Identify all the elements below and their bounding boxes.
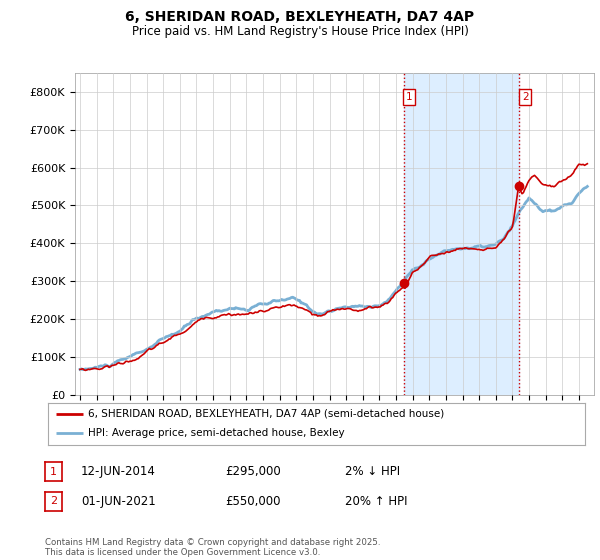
Text: 2: 2 [522, 92, 529, 102]
Text: 6, SHERIDAN ROAD, BEXLEYHEATH, DA7 4AP: 6, SHERIDAN ROAD, BEXLEYHEATH, DA7 4AP [125, 10, 475, 24]
Text: 01-JUN-2021: 01-JUN-2021 [81, 494, 156, 508]
Text: 20% ↑ HPI: 20% ↑ HPI [345, 494, 407, 508]
Text: HPI: Average price, semi-detached house, Bexley: HPI: Average price, semi-detached house,… [88, 428, 345, 438]
Text: £550,000: £550,000 [225, 494, 281, 508]
Text: Contains HM Land Registry data © Crown copyright and database right 2025.
This d: Contains HM Land Registry data © Crown c… [45, 538, 380, 557]
Text: 12-JUN-2014: 12-JUN-2014 [81, 465, 156, 478]
Text: 2% ↓ HPI: 2% ↓ HPI [345, 465, 400, 478]
Bar [404, 73, 520, 395]
Text: 6, SHERIDAN ROAD, BEXLEYHEATH, DA7 4AP (semi-detached house): 6, SHERIDAN ROAD, BEXLEYHEATH, DA7 4AP (… [88, 409, 445, 419]
Text: 2: 2 [50, 496, 57, 506]
Text: 1: 1 [50, 466, 57, 477]
Text: 1: 1 [406, 92, 413, 102]
Text: Price paid vs. HM Land Registry's House Price Index (HPI): Price paid vs. HM Land Registry's House … [131, 25, 469, 38]
Text: £295,000: £295,000 [225, 465, 281, 478]
